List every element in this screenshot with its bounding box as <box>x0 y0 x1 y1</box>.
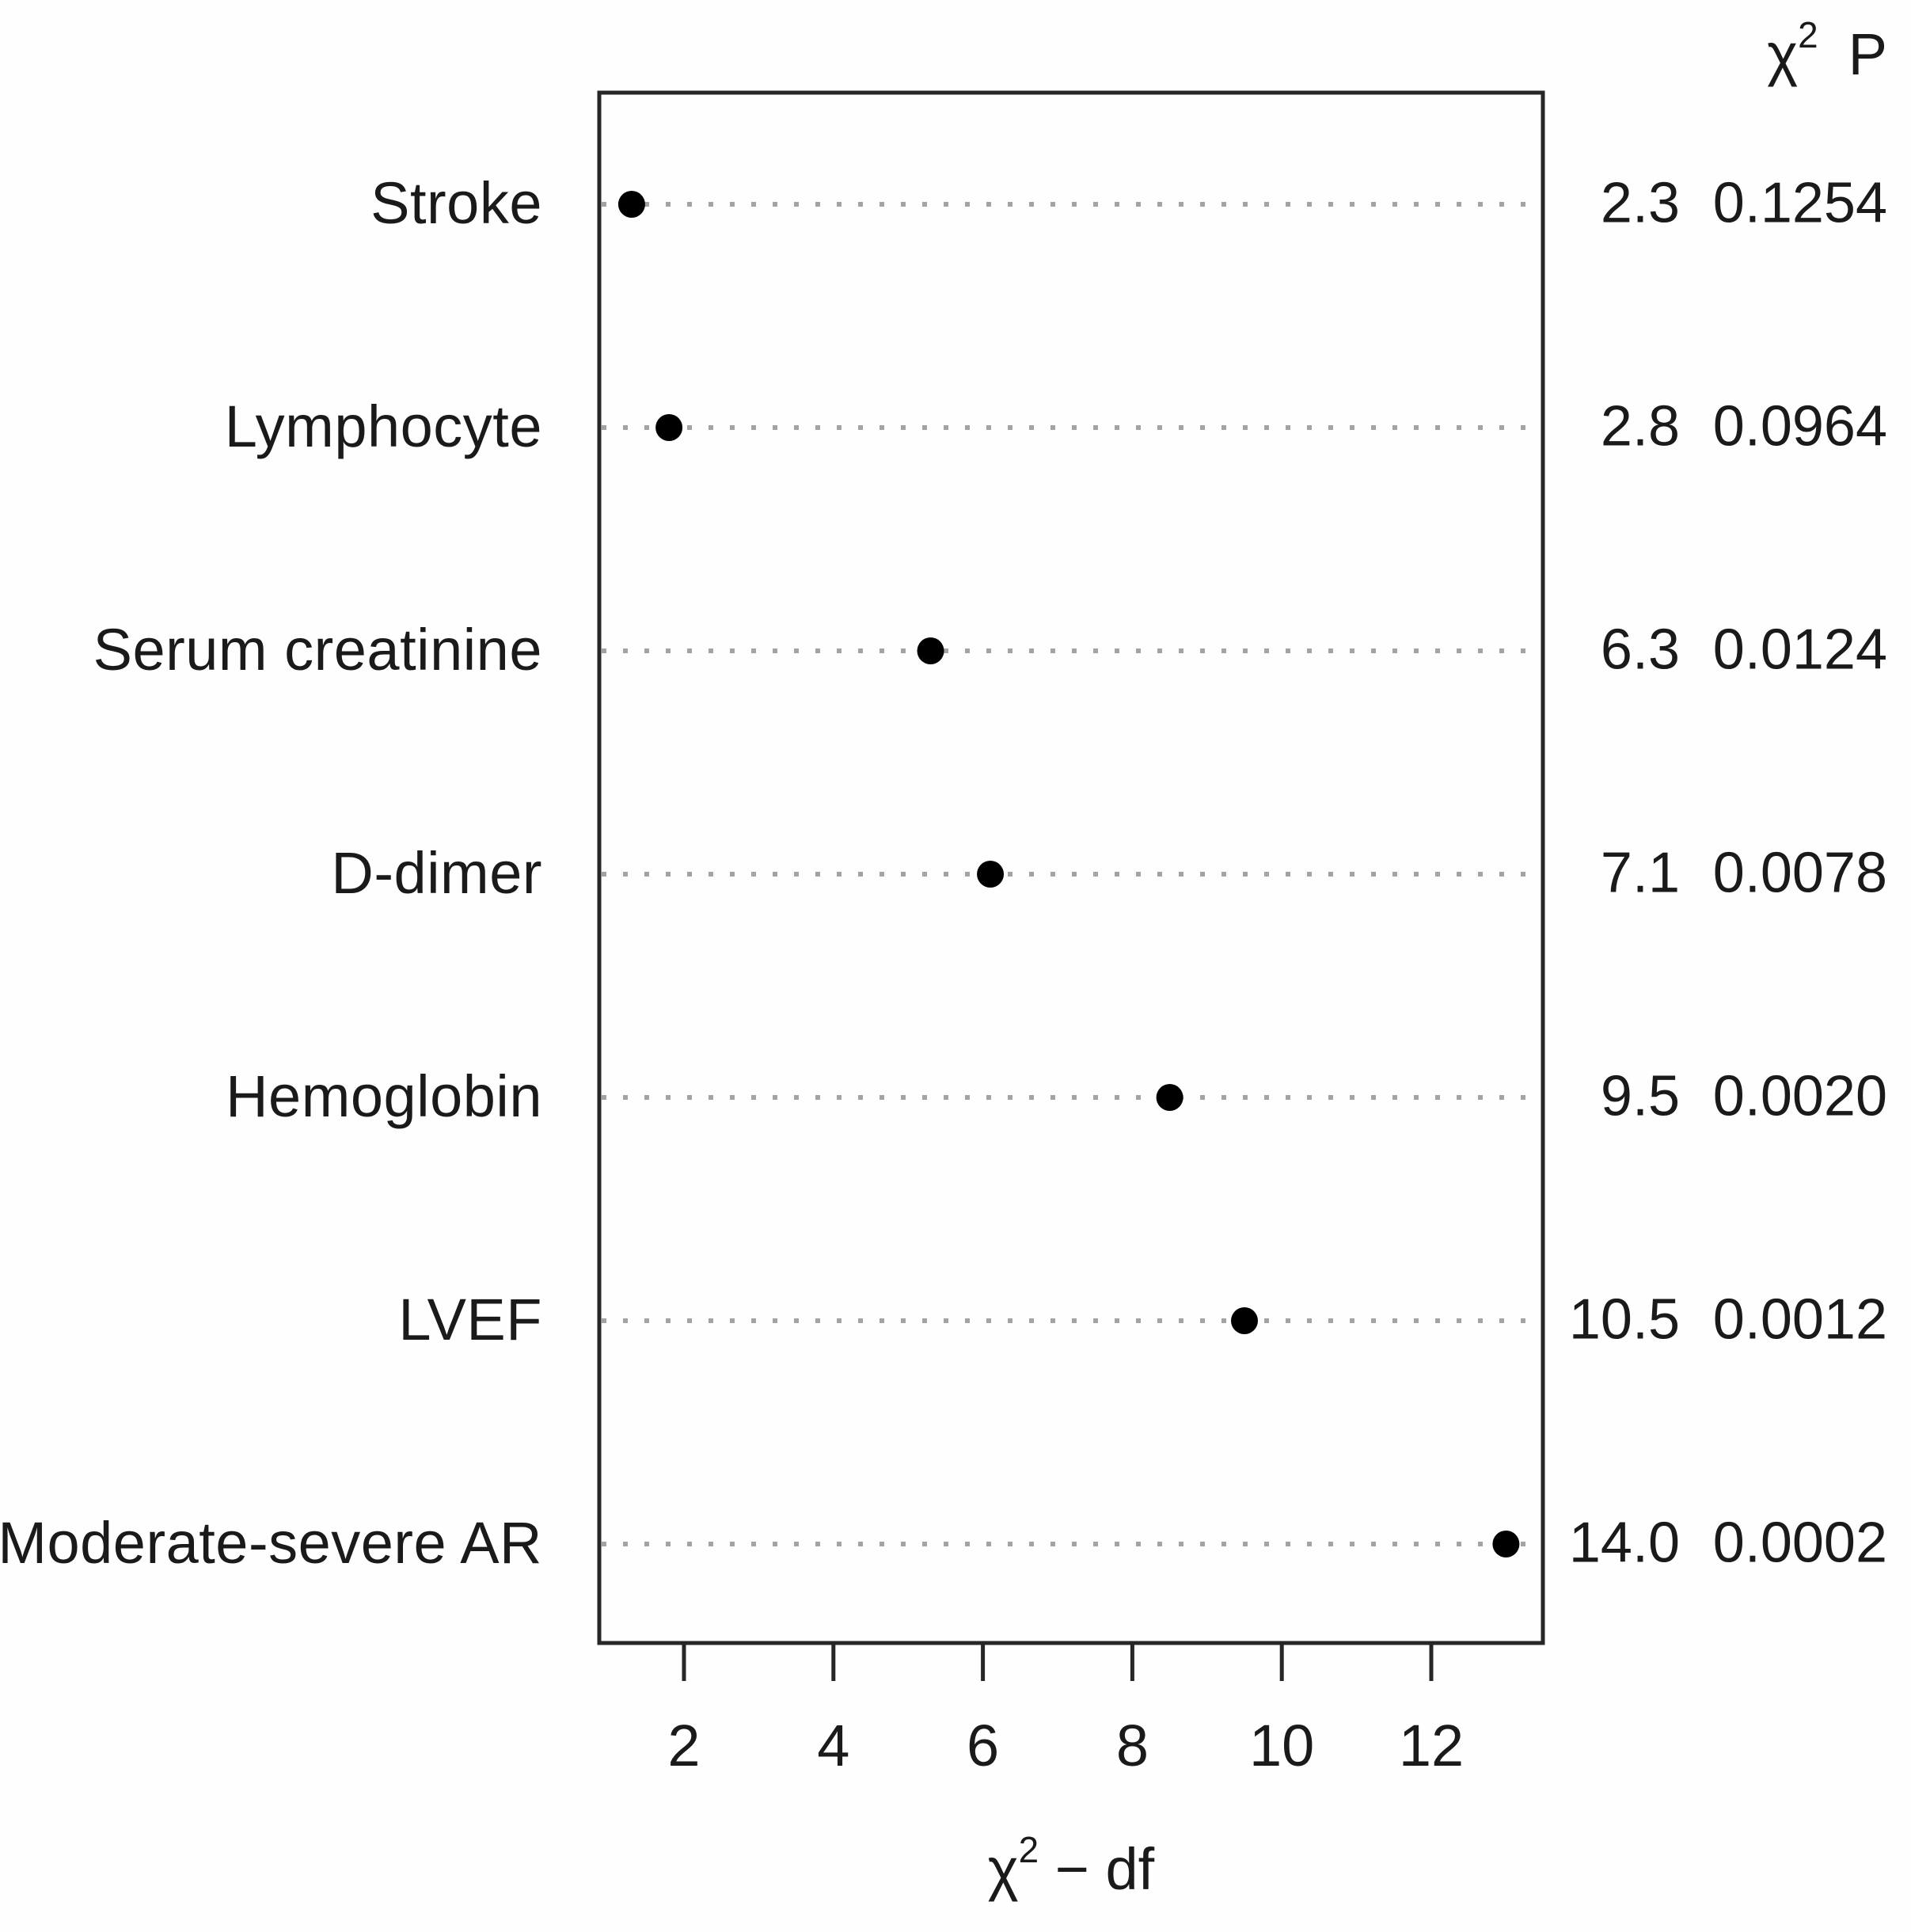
x-tick-label: 12 <box>1398 1713 1465 1778</box>
p-value: 0.0002 <box>1712 1511 1887 1575</box>
x-tick-label: 10 <box>1249 1713 1315 1778</box>
chi-square-header-symbol: χ <box>1767 21 1799 87</box>
data-dot <box>655 414 683 441</box>
x-axis-chi-symbol: χ <box>987 1836 1019 1902</box>
x-tick-label: 4 <box>817 1713 850 1778</box>
p-value: 0.0124 <box>1712 618 1887 682</box>
p-value: 0.1254 <box>1712 171 1887 235</box>
data-dot <box>1231 1307 1258 1334</box>
x-axis-title: χ2 − df <box>987 1831 1155 1903</box>
row-label: LVEF <box>398 1286 542 1352</box>
row-label: Moderate-severe AR <box>0 1509 542 1576</box>
data-dot <box>1156 1084 1183 1111</box>
chi-square-value: 14.0 <box>1568 1511 1680 1575</box>
x-axis-chi-exponent: 2 <box>1018 1829 1039 1871</box>
chi-square-header-exponent: 2 <box>1798 14 1818 56</box>
p-value: 0.0020 <box>1712 1064 1887 1128</box>
data-dot <box>917 637 944 664</box>
data-dot <box>1492 1531 1520 1557</box>
p-value: 0.0012 <box>1712 1287 1887 1352</box>
chi-square-value: 6.3 <box>1600 618 1680 682</box>
x-tick-label: 6 <box>967 1713 1000 1778</box>
x-tick-label: 8 <box>1115 1713 1149 1778</box>
p-header-label: P <box>1848 21 1887 87</box>
p-value: 0.0078 <box>1712 841 1887 905</box>
chi-square-value: 7.1 <box>1600 841 1680 905</box>
row-label: Stroke <box>370 169 542 236</box>
chi-square-value: 2.8 <box>1600 394 1680 458</box>
data-dot <box>617 191 645 218</box>
p-value: 0.0964 <box>1712 394 1887 458</box>
chi-square-value: 10.5 <box>1568 1287 1680 1352</box>
row-label: Lymphocyte <box>224 393 542 459</box>
chi-square-value: 9.5 <box>1600 1064 1680 1128</box>
plot-box <box>597 90 1545 1645</box>
row-label: Hemoglobin <box>226 1063 542 1129</box>
row-label: Serum creatinine <box>93 616 542 683</box>
chi-square-value: 2.3 <box>1600 171 1680 235</box>
data-dot <box>977 861 1005 888</box>
row-label: D-dimer <box>331 839 542 906</box>
column-header: χ2 P <box>1767 17 1887 88</box>
x-axis-minus-df: − df <box>1039 1836 1155 1902</box>
x-tick-label: 2 <box>667 1713 701 1778</box>
